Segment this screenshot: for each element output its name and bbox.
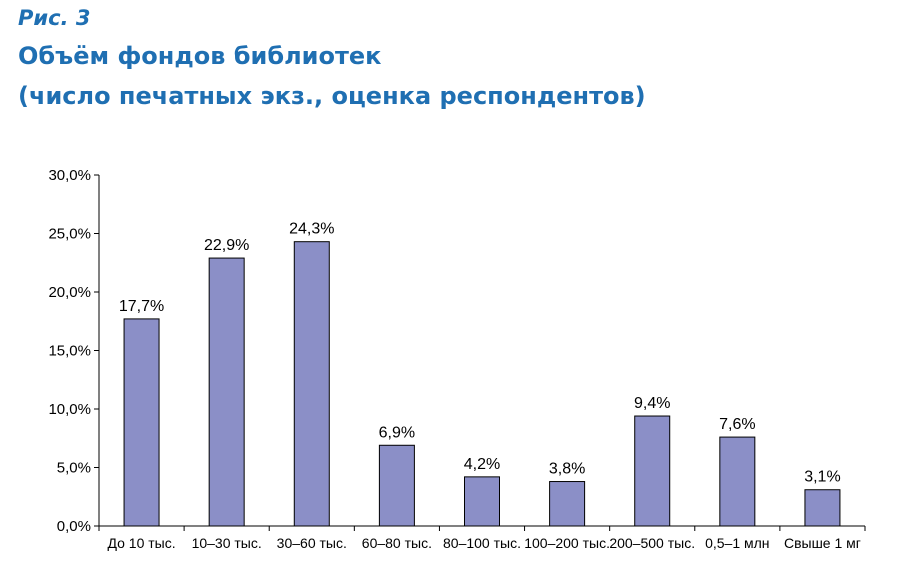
bar xyxy=(464,476,500,527)
data-label: 3,1% xyxy=(804,469,840,486)
data-label: 24,3% xyxy=(289,221,334,238)
x-category-label: 60–80 тыс. xyxy=(362,535,432,551)
data-label: 6,9% xyxy=(379,424,415,441)
y-tick-label: 20,0% xyxy=(48,284,91,301)
data-label: 17,7% xyxy=(119,298,164,315)
bar xyxy=(634,415,671,527)
x-category-label: 80–100 тыс. xyxy=(443,535,521,551)
bar xyxy=(123,318,160,527)
x-category-label: 200–500 тыс. xyxy=(609,535,695,551)
y-tick-label: 25,0% xyxy=(48,226,91,243)
x-category-label: 10–30 тыс. xyxy=(192,535,262,551)
bar xyxy=(804,489,841,527)
bar xyxy=(293,241,330,527)
data-label: 9,4% xyxy=(634,395,670,412)
y-tick-label: 10,0% xyxy=(48,401,91,418)
bar xyxy=(719,436,756,527)
bar xyxy=(378,444,415,527)
data-label: 3,8% xyxy=(549,461,585,478)
y-tick-label: 30,0% xyxy=(48,167,91,184)
y-tick-label: 0,0% xyxy=(57,518,91,535)
data-label: 4,2% xyxy=(464,456,500,473)
bar xyxy=(208,257,245,527)
figure-label: Рис. 3 xyxy=(18,6,91,30)
x-category-label: До 10 тыс. xyxy=(107,535,175,551)
x-category-label: 30–60 тыс. xyxy=(277,535,347,551)
x-category-label: 100–200 тыс. xyxy=(524,535,610,551)
chart-title-line2: (число печатных экз., оценка респонденто… xyxy=(18,82,646,110)
x-category-label: Свыше 1 мг xyxy=(784,535,861,551)
x-category-label: 0,5–1 млн xyxy=(705,535,769,551)
y-tick-label: 5,0% xyxy=(57,460,91,477)
data-label: 22,9% xyxy=(204,237,249,254)
chart-title-line1: Объём фондов библиотек xyxy=(18,42,382,70)
bar xyxy=(549,481,586,527)
data-label: 7,6% xyxy=(719,416,755,433)
y-tick-label: 15,0% xyxy=(48,343,91,360)
